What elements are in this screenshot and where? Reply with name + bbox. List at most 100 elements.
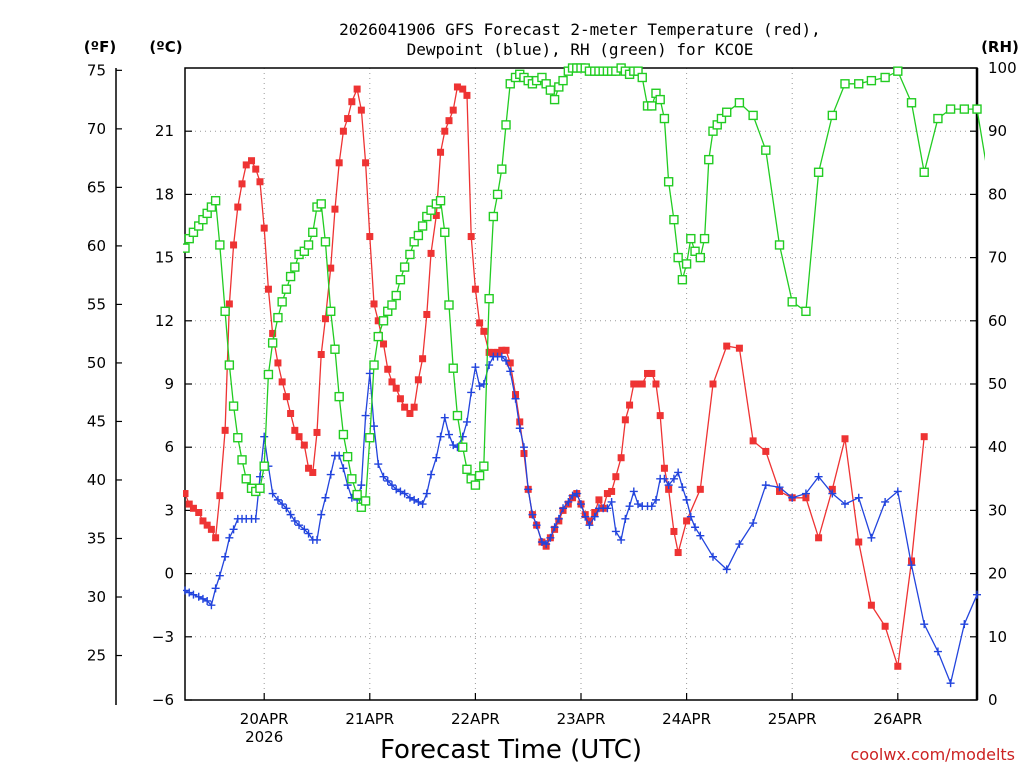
dewpoint-marker [194,592,203,601]
dewpoint-marker [268,489,277,498]
dewpoint-marker [387,481,396,490]
temperature-marker [612,473,620,481]
dewpoint-marker [686,512,695,521]
temperature-marker [648,369,656,377]
celsius-tick-label: −3 [152,628,174,646]
dewpoint-marker [502,356,511,365]
temperature-marker [380,340,388,348]
dewpoint-marker [422,489,431,498]
rh-marker [458,442,468,452]
temperature-marker [502,346,510,354]
temperature-marker [423,310,431,318]
dewpoint-marker [379,472,388,481]
dewpoint-marker [511,394,520,403]
dewpoint-marker [634,500,643,509]
temperature-marker [494,348,502,356]
celsius-tick-label: 21 [155,122,174,140]
rh-tick-label: 0 [988,691,998,709]
temperature-marker [216,492,224,500]
rh-marker [840,79,850,89]
temperature-marker [656,412,664,420]
dewpoint-marker [475,382,484,391]
dewpoint-marker [933,647,942,656]
rh-marker [748,110,758,121]
temperature-marker [432,211,440,219]
x-tick-year-label: 2026 [245,728,283,746]
rh-marker [210,196,221,206]
rh-marker [505,79,515,89]
dewpoint-marker [973,590,981,599]
temperature-marker [199,517,207,525]
temperature-marker [520,450,528,458]
dewpoint-marker [282,504,291,513]
celsius-tick-label: 3 [164,501,174,519]
celsius-unit-label: (ºC) [149,38,182,56]
dewpoint-marker [278,500,287,509]
rh-marker [734,98,745,108]
dewpoint-marker [335,451,344,460]
temperature-marker [427,249,435,257]
dewpoint-marker [506,367,515,376]
temperature-marker [183,490,189,498]
celsius-tick-label: 12 [155,312,174,330]
temperature-marker [908,557,916,565]
dewpoint-marker [554,514,563,523]
temperature-marker [234,203,242,211]
rh-marker [373,331,383,342]
dewpoint-marker [189,590,198,599]
rh-marker [237,455,247,465]
dewpoint-marker [647,502,656,511]
fahrenheit-tick-label: 55 [87,295,106,313]
dewpoint-marker [361,411,370,420]
dewpoint-marker [300,525,309,534]
rh-marker [827,110,838,121]
temperature-marker [867,601,875,609]
dewpoint-marker [735,540,744,549]
x-tick-label: 21APR [345,710,394,728]
rh-marker [659,113,670,124]
dewpoint-marker [392,485,401,494]
temperature-marker [185,500,193,508]
temperature-marker [195,509,203,517]
temperature-marker [401,403,409,411]
temperature-marker [348,98,356,106]
x-tick-label: 25APR [768,710,817,728]
credit-link[interactable]: coolwx.com/modelts [851,745,1015,764]
temperature-marker [762,447,770,455]
x-axis-title: Forecast Time (UTC) [380,735,642,765]
temperature-marker [480,327,488,335]
temperature-marker [362,159,370,167]
rh-marker [444,300,454,310]
temperature-marker [256,178,264,186]
temperature-marker [419,355,427,363]
rh-marker [972,104,982,114]
temperature-marker [749,437,757,445]
rh-marker [387,300,397,310]
rh-marker [488,211,499,222]
temperature-marker [591,509,599,517]
fahrenheit-tick-label: 25 [87,647,106,665]
rh-marker [395,275,406,285]
rh-marker [326,306,336,317]
rh-marker [813,167,824,177]
dewpoint-marker [405,493,414,502]
dewpoint-marker [611,527,620,536]
rh-tick-label: 10 [988,628,1007,646]
rh-marker [801,306,811,317]
temperature-marker [665,485,673,493]
rh-marker [663,177,674,187]
celsius-tick-label: 15 [155,249,174,267]
rh-marker [342,451,353,462]
rh-marker [906,98,917,108]
dewpoint-marker [814,472,823,481]
rh-tick-label: 20 [988,565,1007,583]
dewpoint-marker [295,521,304,530]
rh-marker [405,249,415,260]
temperature-marker [445,117,453,125]
dewpoint-marker [185,588,194,597]
dewpoint-marker [709,552,717,561]
temperature-marker [282,393,290,401]
rh-marker [183,243,190,253]
dewpoint-marker [537,538,546,546]
rh-marker [893,66,903,76]
